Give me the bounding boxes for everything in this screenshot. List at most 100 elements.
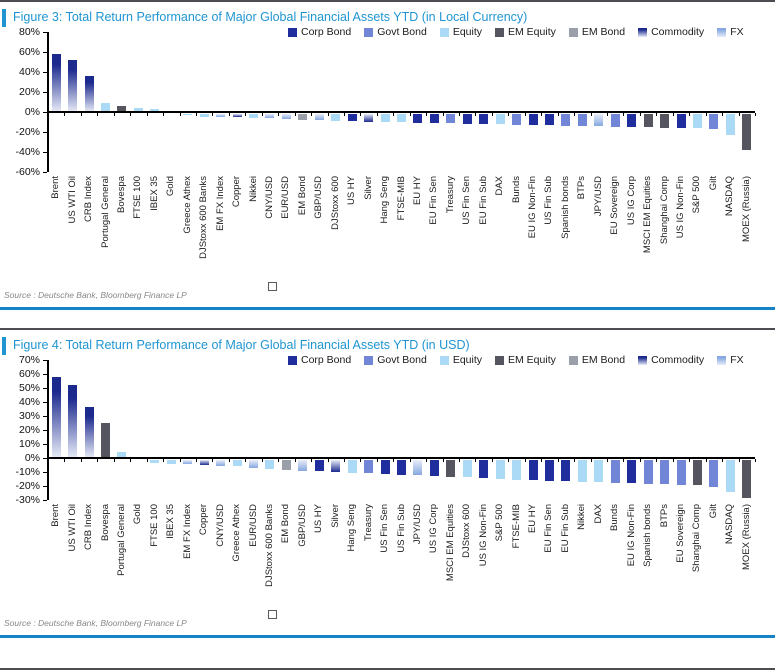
x-label-moex-russia: MOEX (Russia) — [740, 176, 752, 242]
x-label-shanghai-comp: Shanghai Comp — [691, 504, 703, 573]
category-axis-tick — [755, 459, 756, 462]
x-label-us-ig-corp: US IG Corp — [428, 504, 440, 554]
category-axis-tick — [705, 459, 707, 462]
bar-em-fx-index — [216, 114, 226, 117]
y-tick-label: -60% — [15, 165, 40, 178]
legend-item-em-bond: EM Bond — [568, 26, 625, 38]
category-axis-tick — [590, 459, 592, 462]
category-axis-tick — [130, 459, 132, 462]
category-axis-tick — [294, 113, 296, 116]
x-label-gbp-usd: GBP/USD — [313, 176, 325, 219]
legend-swatch-fx — [717, 27, 727, 37]
x-label-em-bond: EM Bond — [280, 504, 292, 544]
category-axis-tick — [228, 459, 230, 462]
y-axis-tick — [43, 92, 47, 93]
figure-3-panel: Figure 3: Total Return Performance of Ma… — [0, 0, 775, 310]
category-axis-tick — [639, 459, 641, 462]
legend-swatch-corp-bond — [288, 27, 297, 37]
x-label-ftse-mib: FTSE-MIB — [510, 504, 522, 549]
legend-swatch-govt-bond — [364, 27, 374, 37]
x-label-em-fx-index: EM FX Index — [181, 504, 193, 559]
x-label-us-wti-oil: US WTI Oil — [66, 504, 78, 552]
legend-swatch-em-bond — [568, 27, 578, 37]
legend-item-govt-bond: Govt Bond — [364, 354, 427, 366]
x-label-us-fin-sen: US Fin Sen — [461, 176, 473, 225]
category-axis-tick — [113, 459, 115, 462]
category-axis-tick — [689, 113, 691, 116]
legend-label: Govt Bond — [377, 26, 427, 38]
x-label-jpy-usd: JPY/USD — [411, 504, 423, 545]
category-axis-tick — [623, 113, 625, 116]
category-axis-tick — [278, 113, 280, 116]
x-label-ibex-35: IBEX 35 — [148, 176, 160, 211]
legend-label: Equity — [452, 26, 483, 38]
legend-label: Commodity — [651, 26, 705, 38]
category-axis-tick — [738, 459, 740, 462]
bar-msci-em-equities — [446, 460, 456, 477]
bar-gilt — [709, 114, 719, 129]
x-label-greece-athex: Greece Athex — [181, 176, 193, 234]
bar-moex-russia — [742, 114, 752, 150]
x-label-copper: Copper — [198, 504, 210, 536]
bar-bovespa — [117, 105, 127, 112]
x-label-ftse-100: FTSE 100 — [148, 504, 160, 547]
bar-silver — [364, 114, 374, 122]
bar-us-wti-oil — [68, 59, 78, 112]
bar-gbp-usd — [298, 460, 308, 471]
bar-us-hy — [347, 114, 357, 122]
bar-eu-sovereign — [610, 114, 620, 127]
category-axis-tick — [311, 459, 313, 462]
y-tick-label: 10% — [18, 437, 40, 450]
category-axis-tick — [508, 113, 510, 116]
x-label-ibex-35: IBEX 35 — [165, 504, 177, 539]
bar-silver — [331, 460, 341, 472]
bar-ftse-100 — [150, 460, 160, 463]
category-axis-tick — [442, 459, 444, 462]
y-axis-tick — [43, 430, 47, 431]
x-label-eu-sovereign: EU Sovereign — [675, 504, 686, 563]
bar-ftse-mib — [512, 460, 522, 480]
x-label-eu-fin-sen: EU Fin Sen — [428, 176, 440, 225]
x-label-dax: DAX — [494, 176, 506, 196]
bar-ftse-100 — [133, 107, 143, 112]
x-label-em-bond: EM Bond — [296, 176, 308, 216]
x-label-eu-fin-sub: EU Fin Sub — [477, 176, 489, 225]
category-axis-tick — [360, 113, 362, 116]
x-label-silver: Silver — [362, 176, 374, 200]
figure-header: Figure 4: Total Return Performance of Ma… — [0, 330, 775, 360]
bar-btps — [660, 460, 670, 485]
legend-swatch-em-equity — [495, 27, 505, 37]
x-label-silver: Silver — [329, 504, 341, 528]
category-axis-tick — [491, 113, 493, 116]
legend-item-corp-bond: Corp Bond — [288, 26, 351, 38]
legend-swatch-govt-bond — [364, 355, 374, 365]
y-tick-label: 70% — [18, 353, 40, 366]
bar-djstoxx-600-banks — [199, 114, 209, 117]
y-tick-label: 60% — [18, 45, 40, 58]
source-text: Source : Deutsche Bank, Bloomberg Financ… — [4, 618, 187, 628]
category-axis-tick — [343, 113, 345, 116]
bar-eu-hy — [413, 114, 423, 123]
bar-eur-usd — [249, 460, 259, 468]
bar-hang-seng — [347, 460, 357, 473]
legend-label: EM Bond — [581, 354, 626, 366]
bar-us-fin-sen — [462, 114, 472, 124]
category-axis-tick — [179, 459, 181, 462]
category-axis-tick — [459, 113, 461, 116]
x-label-cny-usd: CNY/USD — [214, 504, 226, 547]
figure-title: Figure 4: Total Return Performance of Ma… — [13, 338, 470, 352]
x-label-us-wti-oil: US WTI Oil — [66, 176, 78, 224]
x-label-treasury: Treasury — [444, 176, 456, 214]
panel-gap — [0, 310, 775, 328]
figure-accent-bar — [2, 337, 6, 355]
category-axis-tick — [623, 459, 625, 462]
category-axis-tick — [146, 113, 148, 116]
legend-item-em-equity: EM Equity — [495, 354, 556, 366]
x-label-greece-athex: Greece Athex — [231, 504, 243, 562]
bar-jpy-usd — [594, 114, 604, 127]
x-label-treasury: Treasury — [362, 504, 374, 542]
category-axis-tick — [48, 113, 49, 116]
category-axis-tick — [228, 113, 230, 116]
bar-dax — [594, 460, 604, 483]
x-label-bovespa: Bovespa — [99, 504, 111, 541]
